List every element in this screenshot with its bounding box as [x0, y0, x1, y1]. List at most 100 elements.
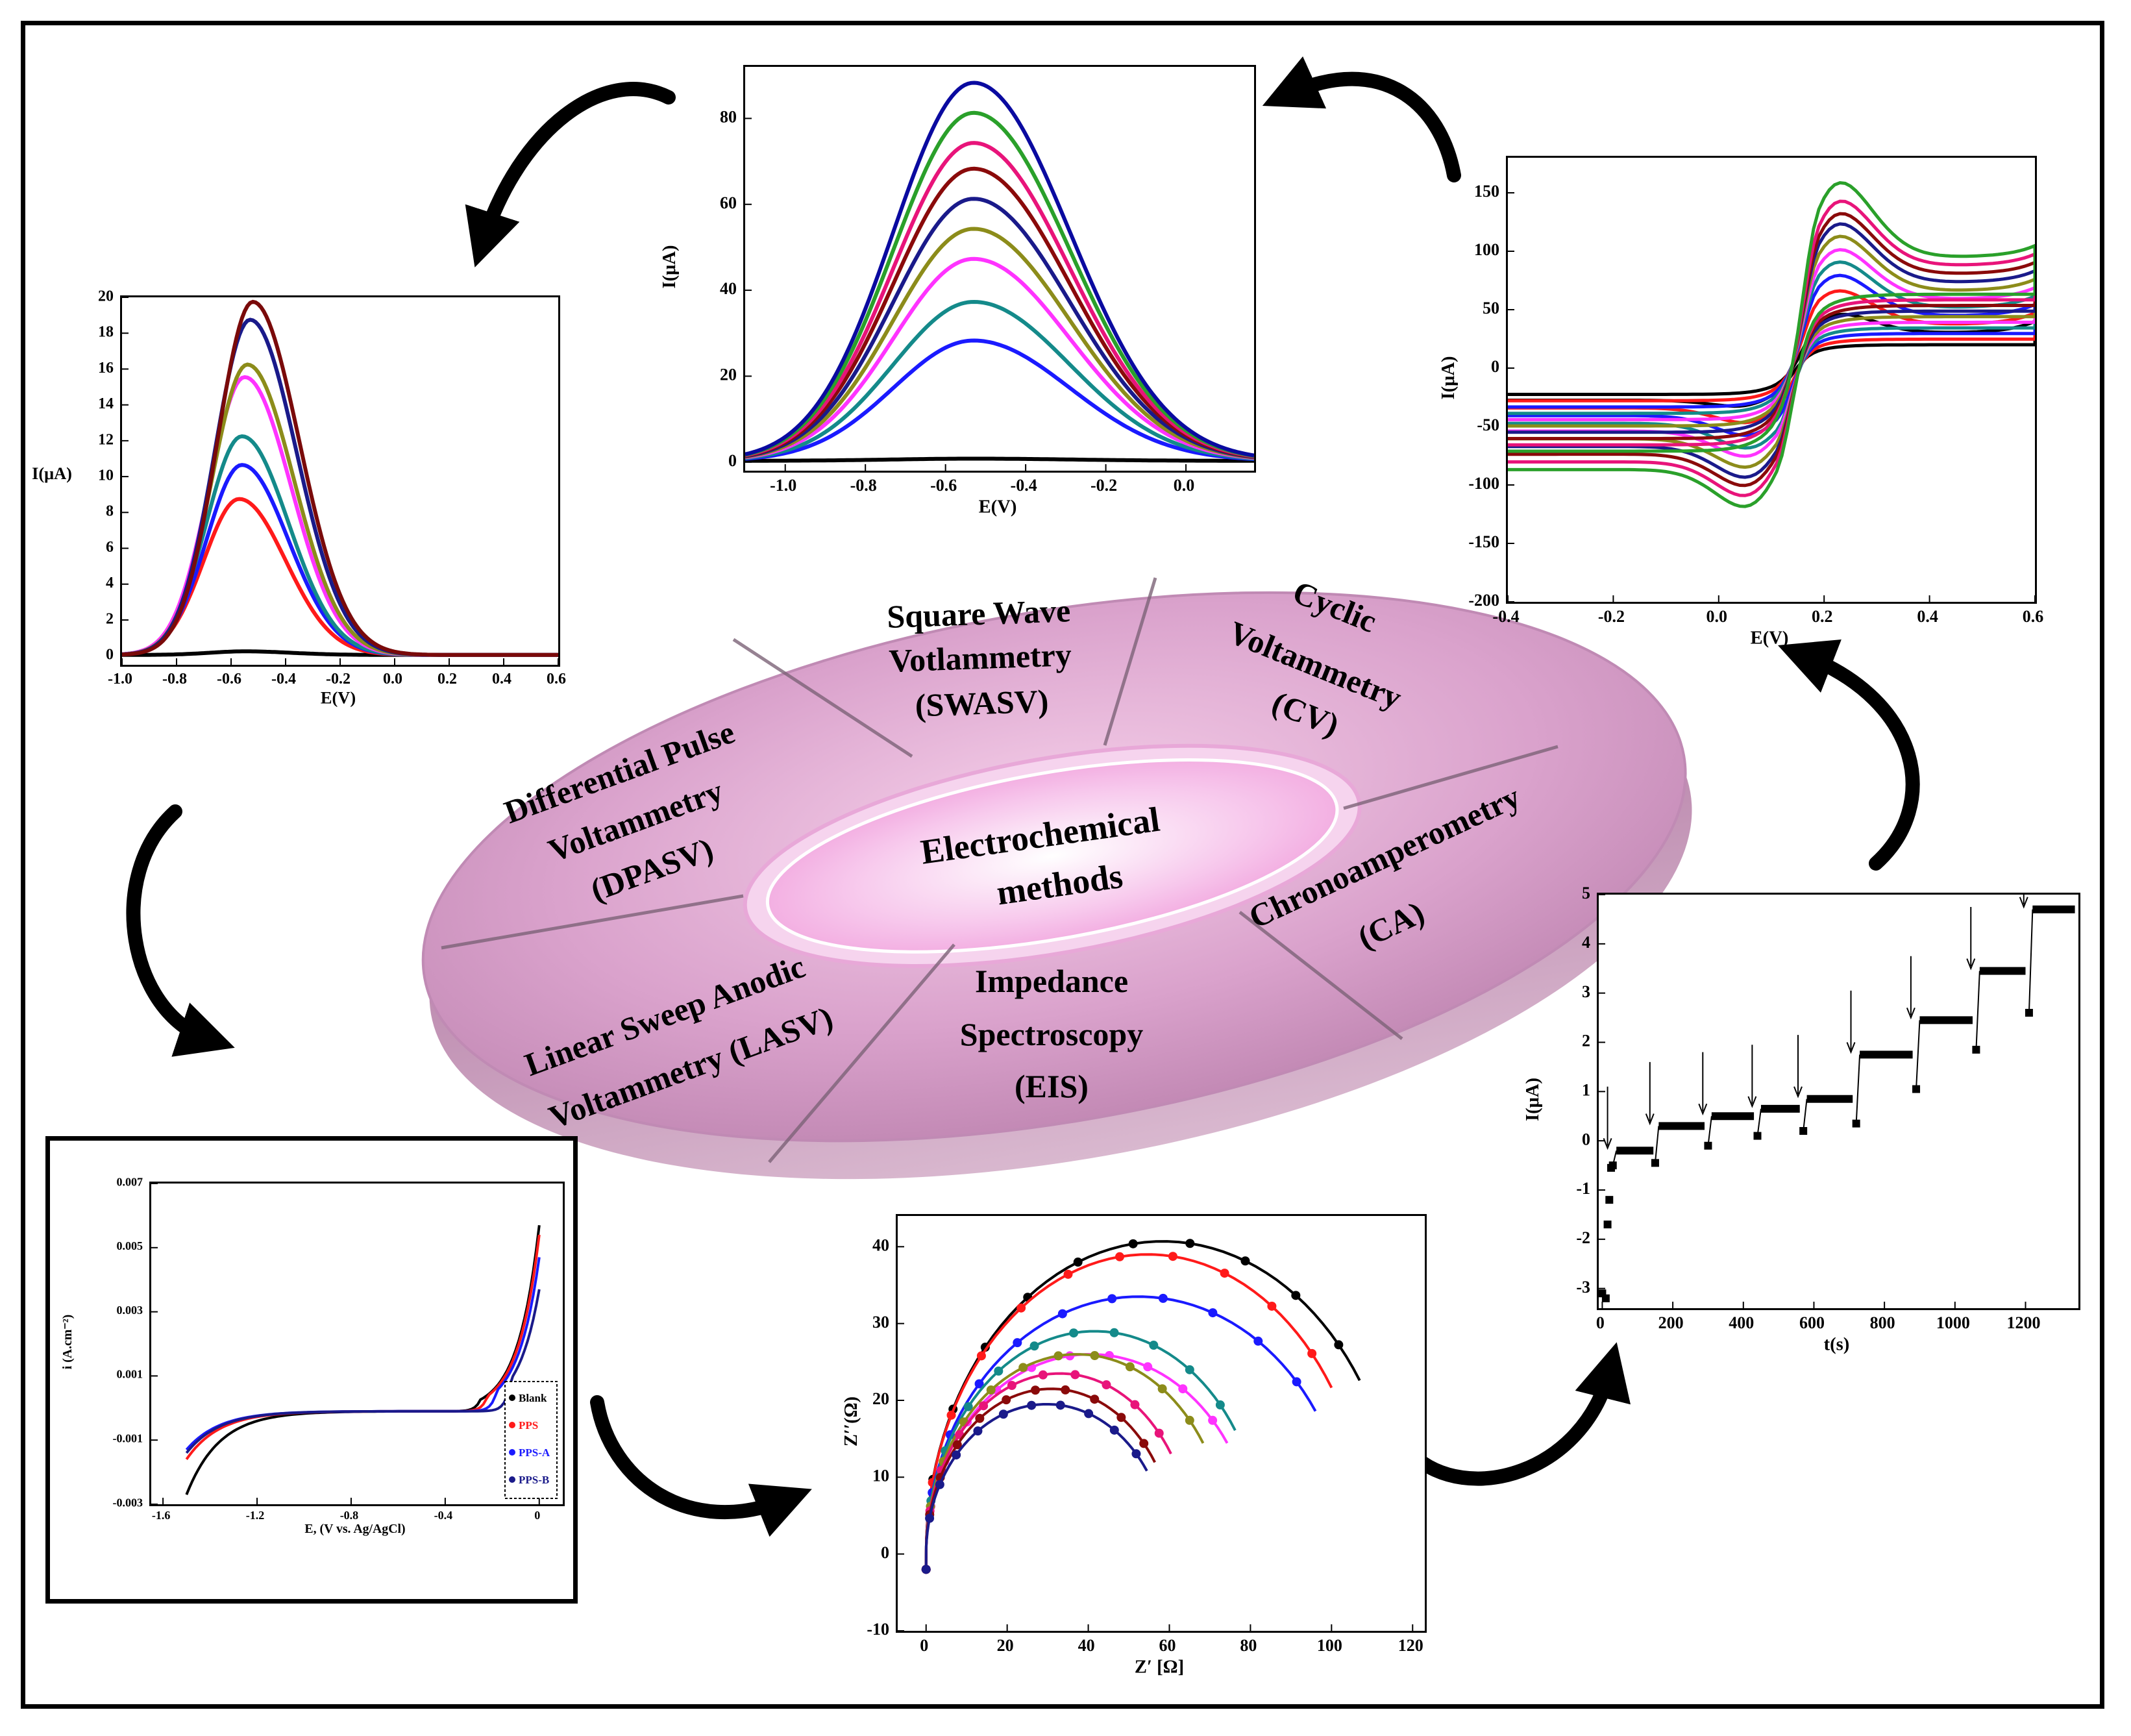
panel-swasv	[743, 65, 1256, 473]
marker-point	[1109, 1328, 1119, 1337]
marker-point	[1157, 1384, 1167, 1394]
step-edge	[1612, 1150, 1618, 1166]
marker-point	[1057, 1309, 1067, 1319]
series-line-s9	[924, 1403, 1148, 1570]
marker-point	[1131, 1449, 1141, 1459]
marker-point	[1055, 1400, 1065, 1410]
marker-point	[1115, 1252, 1124, 1261]
marker-point	[1090, 1351, 1100, 1361]
panel-ca	[1597, 845, 2080, 1310]
marker-point	[952, 1440, 962, 1450]
panel-dpasv	[120, 295, 560, 667]
marker-point	[1038, 1370, 1048, 1380]
marker-point	[1185, 1365, 1194, 1374]
data-point	[1605, 1196, 1614, 1204]
marker-point	[1007, 1381, 1016, 1391]
inner-ellipse	[765, 758, 1339, 954]
marker-point	[1185, 1239, 1195, 1248]
marker-point	[1029, 1341, 1039, 1351]
series-line-c9	[745, 81, 1255, 458]
series-line-c2	[745, 299, 1255, 461]
series-line-c6	[745, 166, 1255, 459]
marker-point	[1208, 1415, 1218, 1425]
step-edge	[2028, 909, 2034, 1013]
divider-line	[732, 638, 913, 758]
series-line-s2	[924, 1253, 1333, 1570]
marker-point	[1018, 1363, 1028, 1372]
dip-point	[1704, 1141, 1712, 1150]
marker-point	[976, 1351, 986, 1361]
dip-point	[1753, 1132, 1762, 1140]
legend-marker	[509, 1476, 515, 1483]
series-line-c7	[745, 141, 1255, 458]
divider-line	[441, 894, 744, 950]
series-line-c8	[745, 110, 1255, 458]
series-line-c7	[121, 299, 558, 657]
marker-point	[974, 1379, 984, 1389]
arrowhead-icon	[1906, 1008, 1915, 1020]
marker-point	[963, 1402, 973, 1411]
series-line-c2	[121, 463, 558, 657]
step-edge	[1803, 1098, 1808, 1132]
step-plateau	[1806, 1095, 1853, 1103]
marker-point	[1220, 1269, 1229, 1278]
panel-cv	[1506, 156, 2037, 604]
step-plateau	[1658, 1122, 1705, 1130]
step-edge	[1707, 1116, 1712, 1146]
marker-point	[1253, 1336, 1263, 1346]
marker-point	[1215, 1400, 1225, 1410]
marker-point	[1143, 1362, 1153, 1372]
marker-point	[1031, 1385, 1041, 1395]
step-plateau	[1860, 1050, 1913, 1059]
marker-point	[1125, 1362, 1135, 1372]
marker-point	[1292, 1377, 1301, 1387]
arrowhead-icon	[2019, 897, 2028, 909]
marker-point	[1116, 1413, 1126, 1422]
chart-eis	[898, 1239, 1414, 1631]
series-line-c3	[745, 256, 1255, 460]
series-line-c5	[121, 362, 558, 657]
marker-point	[1002, 1395, 1011, 1405]
chart-cv	[1507, 180, 2037, 602]
marker-point	[1130, 1400, 1140, 1409]
marker-point	[946, 1410, 956, 1420]
arrowhead-icon	[1698, 1103, 1708, 1116]
legend: Blank PPS PPS-A PPS-B	[504, 1381, 558, 1499]
legend-label: PPS	[519, 1419, 538, 1432]
marker-point	[952, 1450, 961, 1460]
svg-text:(EIS): (EIS)	[1015, 1068, 1089, 1104]
step-edge	[1855, 1054, 1861, 1124]
marker-point	[1267, 1301, 1277, 1311]
series-line-blank	[185, 1224, 541, 1495]
series-line-s1	[924, 1240, 1361, 1570]
svg-text:Spectroscopy: Spectroscopy	[960, 1016, 1143, 1052]
marker-point	[1154, 1428, 1164, 1438]
marker-point	[1149, 1341, 1159, 1350]
marker-point	[998, 1409, 1008, 1419]
figure-frame	[21, 21, 2104, 1709]
divider-line	[1343, 745, 1558, 810]
segment-eis: Impedance Spectroscopy (EIS)	[960, 963, 1143, 1104]
marker-point	[1107, 1294, 1117, 1304]
step-plateau	[1760, 1104, 1800, 1113]
marker-point	[935, 1480, 944, 1489]
marker-point	[975, 1413, 985, 1423]
svg-text:Impedance: Impedance	[975, 963, 1128, 999]
marker-point	[1240, 1256, 1250, 1266]
marker-point	[973, 1426, 983, 1436]
step-edge	[1915, 1020, 1921, 1089]
svg-text:Votlammetry: Votlammetry	[889, 636, 1072, 679]
step-plateau	[1919, 1016, 1973, 1024]
marker-point	[1061, 1385, 1070, 1395]
arrowhead-icon	[1846, 1042, 1856, 1054]
step-edge	[1756, 1108, 1762, 1136]
legend-marker	[509, 1449, 515, 1456]
legend-label: PPS-A	[519, 1446, 550, 1459]
marker-point	[1128, 1239, 1138, 1248]
series-line-c5	[745, 197, 1255, 459]
arrowhead-icon	[1603, 1138, 1612, 1150]
step-plateau	[1711, 1112, 1755, 1121]
marker-point	[1069, 1328, 1079, 1338]
arrowhead-icon	[1966, 958, 1976, 971]
